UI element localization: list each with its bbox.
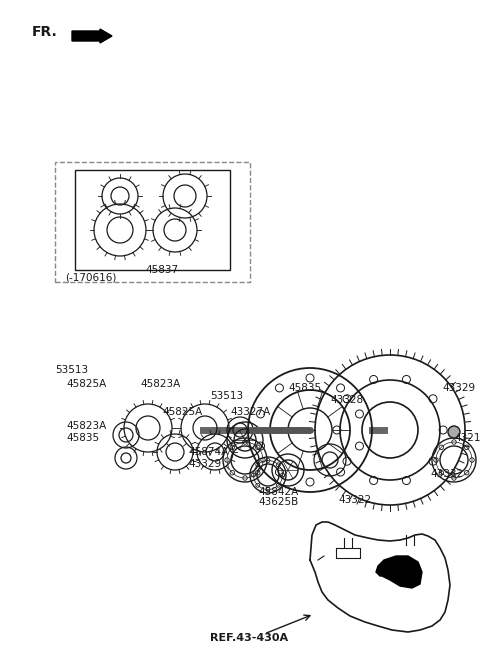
Text: 43213: 43213 — [454, 433, 480, 443]
Circle shape — [448, 426, 460, 438]
Text: 43329: 43329 — [442, 383, 475, 393]
Text: 43327A: 43327A — [230, 407, 270, 417]
Text: FR.: FR. — [32, 25, 58, 39]
Text: 45823A: 45823A — [140, 379, 180, 389]
Text: 43328: 43328 — [330, 395, 363, 405]
Text: 45842A: 45842A — [258, 487, 298, 497]
Text: 45825A: 45825A — [66, 379, 106, 389]
Text: 43332: 43332 — [430, 469, 463, 479]
Text: 45825A: 45825A — [162, 407, 202, 417]
Text: 43322: 43322 — [338, 495, 371, 505]
Text: 53513: 53513 — [55, 365, 88, 375]
Text: REF.43-430A: REF.43-430A — [210, 633, 288, 643]
Bar — [55, 162, 250, 282]
Polygon shape — [376, 556, 422, 588]
Text: 45823A: 45823A — [66, 421, 106, 431]
Text: 45835: 45835 — [288, 383, 321, 393]
Text: 43329: 43329 — [188, 459, 221, 469]
Text: 43625B: 43625B — [258, 497, 298, 507]
Text: 45835: 45835 — [66, 433, 99, 443]
FancyArrow shape — [72, 29, 112, 43]
Text: 45874A: 45874A — [188, 447, 228, 457]
Bar — [75, 170, 230, 270]
Text: 45837: 45837 — [145, 265, 178, 275]
Text: 53513: 53513 — [210, 391, 243, 401]
Text: (-170616): (-170616) — [65, 273, 116, 283]
